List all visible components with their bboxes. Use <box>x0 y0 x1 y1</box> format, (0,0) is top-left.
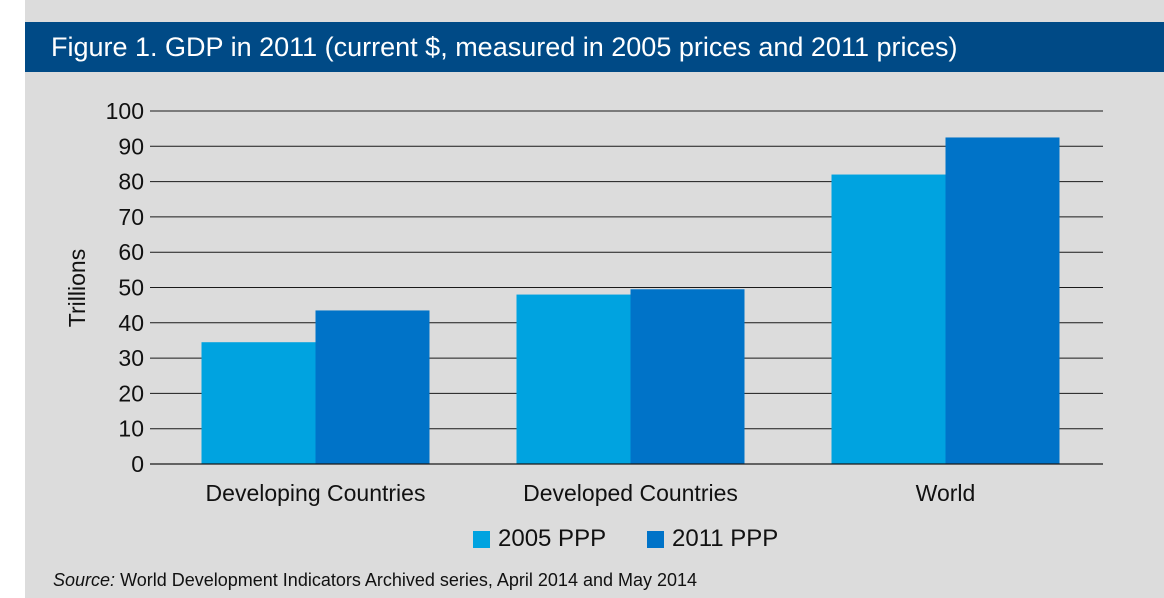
y-tick-label: 70 <box>118 204 144 230</box>
source-text: World Development Indicators Archived se… <box>120 570 698 590</box>
chart-legend: 2005 PPP 2011 PPP <box>25 524 1164 558</box>
bar-2005-ppp <box>516 294 631 464</box>
y-tick-label: 40 <box>118 310 144 336</box>
bar-2005-ppp <box>831 174 946 465</box>
bar-2011-ppp <box>315 310 430 464</box>
y-tick-label: 20 <box>118 380 144 406</box>
figure-panel: Figure 1. GDP in 2011 (current $, measur… <box>25 0 1164 598</box>
legend-label: 2005 PPP <box>498 525 607 552</box>
legend-swatch <box>647 531 664 548</box>
y-tick-label: 50 <box>118 275 144 301</box>
y-tick-label: 10 <box>118 416 144 442</box>
y-tick-label: 80 <box>118 169 144 195</box>
source-note: Source: World Development Indicators Arc… <box>53 570 697 591</box>
y-axis-label: Trillions <box>64 249 90 327</box>
bar-2011-ppp <box>945 137 1060 464</box>
legend-label: 2011 PPP <box>672 525 779 552</box>
y-tick-label: 30 <box>118 345 144 371</box>
source-label: Source: <box>53 570 116 590</box>
y-tick-label: 100 <box>106 98 144 124</box>
title-bar: Figure 1. GDP in 2011 (current $, measur… <box>25 22 1164 72</box>
x-tick-label: World <box>916 480 976 506</box>
y-tick-label: 0 <box>131 451 144 477</box>
legend-swatch <box>473 531 490 548</box>
x-tick-label: Developed Countries <box>523 480 738 506</box>
figure-title: Figure 1. GDP in 2011 (current $, measur… <box>51 32 958 62</box>
bar-chart: 0 10 20 30 40 50 60 70 80 90 100 Trillions Developin… <box>64 98 1103 506</box>
y-tick-label: 90 <box>118 133 144 159</box>
bar-2011-ppp <box>630 289 745 464</box>
x-tick-label: Developing Countries <box>206 480 426 506</box>
y-tick-label: 60 <box>118 239 144 265</box>
bar-2005-ppp <box>201 342 316 464</box>
